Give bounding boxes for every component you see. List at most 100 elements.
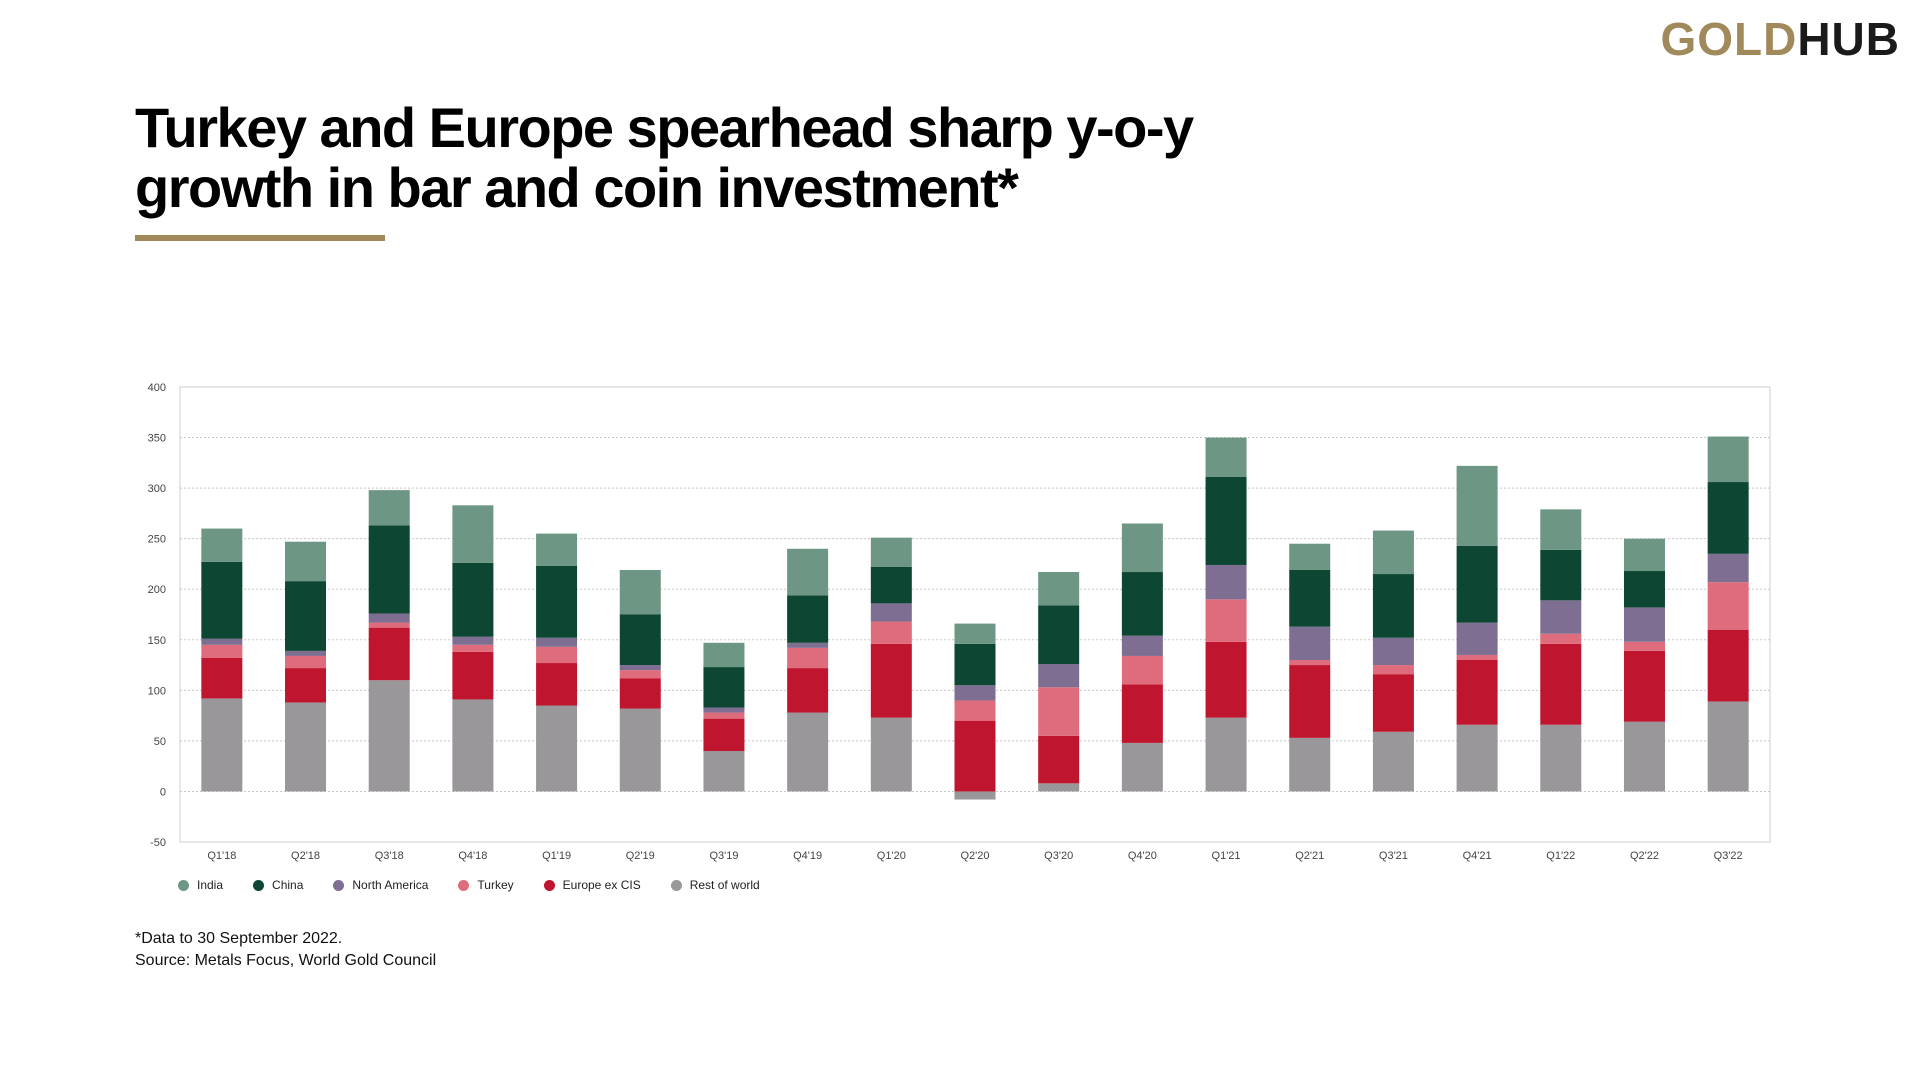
bar-segment	[1289, 665, 1331, 738]
bar-segment	[1707, 629, 1749, 702]
bar-segment	[1623, 641, 1665, 651]
bar-segment	[1289, 626, 1331, 660]
bar-segment	[1289, 737, 1331, 792]
bar-segment	[1372, 665, 1414, 675]
bar-segment	[954, 643, 996, 686]
bar-segment	[368, 627, 410, 681]
bar-segment	[954, 700, 996, 721]
bar-segment	[452, 644, 494, 652]
bar-segment	[1456, 465, 1498, 546]
bar-segment	[201, 698, 243, 792]
bar-segment	[954, 791, 996, 800]
bar-segment	[787, 548, 829, 596]
bar-segment	[1121, 742, 1163, 792]
x-tick-label: Q2'18	[291, 850, 320, 862]
legend-item: India	[178, 878, 223, 892]
x-tick-label: Q2'19	[626, 850, 655, 862]
legend-label: Rest of world	[689, 878, 760, 892]
bar-segment	[1038, 735, 1080, 784]
bar-segment	[536, 663, 578, 706]
bar-segment	[452, 562, 494, 637]
bar-segment	[1121, 655, 1163, 685]
bar-segment	[619, 708, 661, 792]
bar-segment	[536, 533, 578, 566]
bar-segment	[1707, 582, 1749, 630]
bar-segment	[1038, 687, 1080, 736]
bar-segment	[452, 651, 494, 700]
y-tick-label: 300	[148, 483, 166, 495]
bar-segment	[368, 525, 410, 614]
x-tick-label: Q1'20	[877, 850, 906, 862]
legend-item: Europe ex CIS	[543, 878, 641, 892]
bar-segment	[787, 647, 829, 669]
bar-segment	[368, 622, 410, 628]
x-tick-label: Q3'20	[1044, 850, 1073, 862]
bar-segment	[1038, 783, 1080, 792]
bar-segment	[536, 565, 578, 638]
bar-segment	[1540, 600, 1582, 634]
y-tick-label: -50	[150, 837, 166, 849]
bar-segment	[870, 717, 912, 792]
bar-segment	[285, 541, 327, 582]
bar-segment	[452, 636, 494, 645]
bar-segment	[285, 668, 327, 703]
bar-segment	[787, 595, 829, 643]
bar-segment	[1372, 731, 1414, 792]
goldhub-logo: GOLDHUB	[1660, 12, 1900, 66]
bar-segment	[1205, 717, 1247, 792]
bar-segment	[954, 720, 996, 792]
x-tick-label: Q1'19	[542, 850, 571, 862]
bar-segment	[1456, 724, 1498, 792]
bar-segment	[1205, 599, 1247, 642]
bar-segment	[1121, 523, 1163, 573]
bar-segment	[1038, 572, 1080, 606]
bar-segment	[787, 668, 829, 713]
bar-segment	[703, 707, 745, 713]
bar-segment	[1038, 664, 1080, 688]
legend-label: China	[272, 878, 304, 892]
x-tick-label: Q2'22	[1630, 850, 1659, 862]
bar-segment	[870, 566, 912, 604]
y-tick-label: 250	[148, 534, 166, 546]
bar-segment	[619, 570, 661, 615]
bar-segment	[201, 657, 243, 699]
bar-segment	[954, 623, 996, 644]
bar-segment	[1205, 476, 1247, 565]
legend-item: Turkey	[458, 878, 514, 892]
bar-segment	[1623, 607, 1665, 642]
plot-frame	[179, 386, 1771, 843]
bar-segment	[285, 655, 327, 669]
bar-segment	[285, 650, 327, 656]
data-footnote: *Data to 30 September 2022.	[135, 930, 343, 947]
y-tick-label: 400	[148, 382, 166, 394]
bar-segment	[787, 642, 829, 648]
bar-segment	[619, 614, 661, 666]
bar-segment	[1289, 660, 1331, 666]
x-tick-label: Q2'20	[960, 850, 989, 862]
legend-item: China	[253, 878, 303, 892]
x-tick-label: Q1'21	[1212, 850, 1241, 862]
bar-segment	[1456, 622, 1498, 655]
bar-segment	[1540, 509, 1582, 550]
bar-segment	[954, 685, 996, 701]
x-tick-label: Q4'18	[458, 850, 487, 862]
legend-swatch	[333, 879, 345, 891]
bar-segment	[285, 702, 327, 792]
x-tick-label: Q3'19	[709, 850, 738, 862]
bar-segment	[285, 581, 327, 651]
legend-swatch	[543, 879, 555, 891]
bar-segment	[1456, 654, 1498, 660]
bar-segment	[452, 505, 494, 563]
bar-segment	[1540, 549, 1582, 601]
bar-segment	[368, 680, 410, 792]
logo-gold-text: GOLD	[1660, 13, 1798, 65]
bar-segment	[201, 638, 243, 645]
legend-swatch	[178, 879, 189, 891]
bar-segment	[870, 537, 912, 567]
y-tick-label: 50	[154, 736, 166, 748]
bar-segment	[1205, 564, 1247, 600]
logo-hub-text: HUB	[1797, 13, 1900, 65]
bar-segment	[787, 712, 829, 792]
bar-segment	[619, 670, 661, 679]
x-tick-label: Q3'22	[1714, 850, 1743, 862]
